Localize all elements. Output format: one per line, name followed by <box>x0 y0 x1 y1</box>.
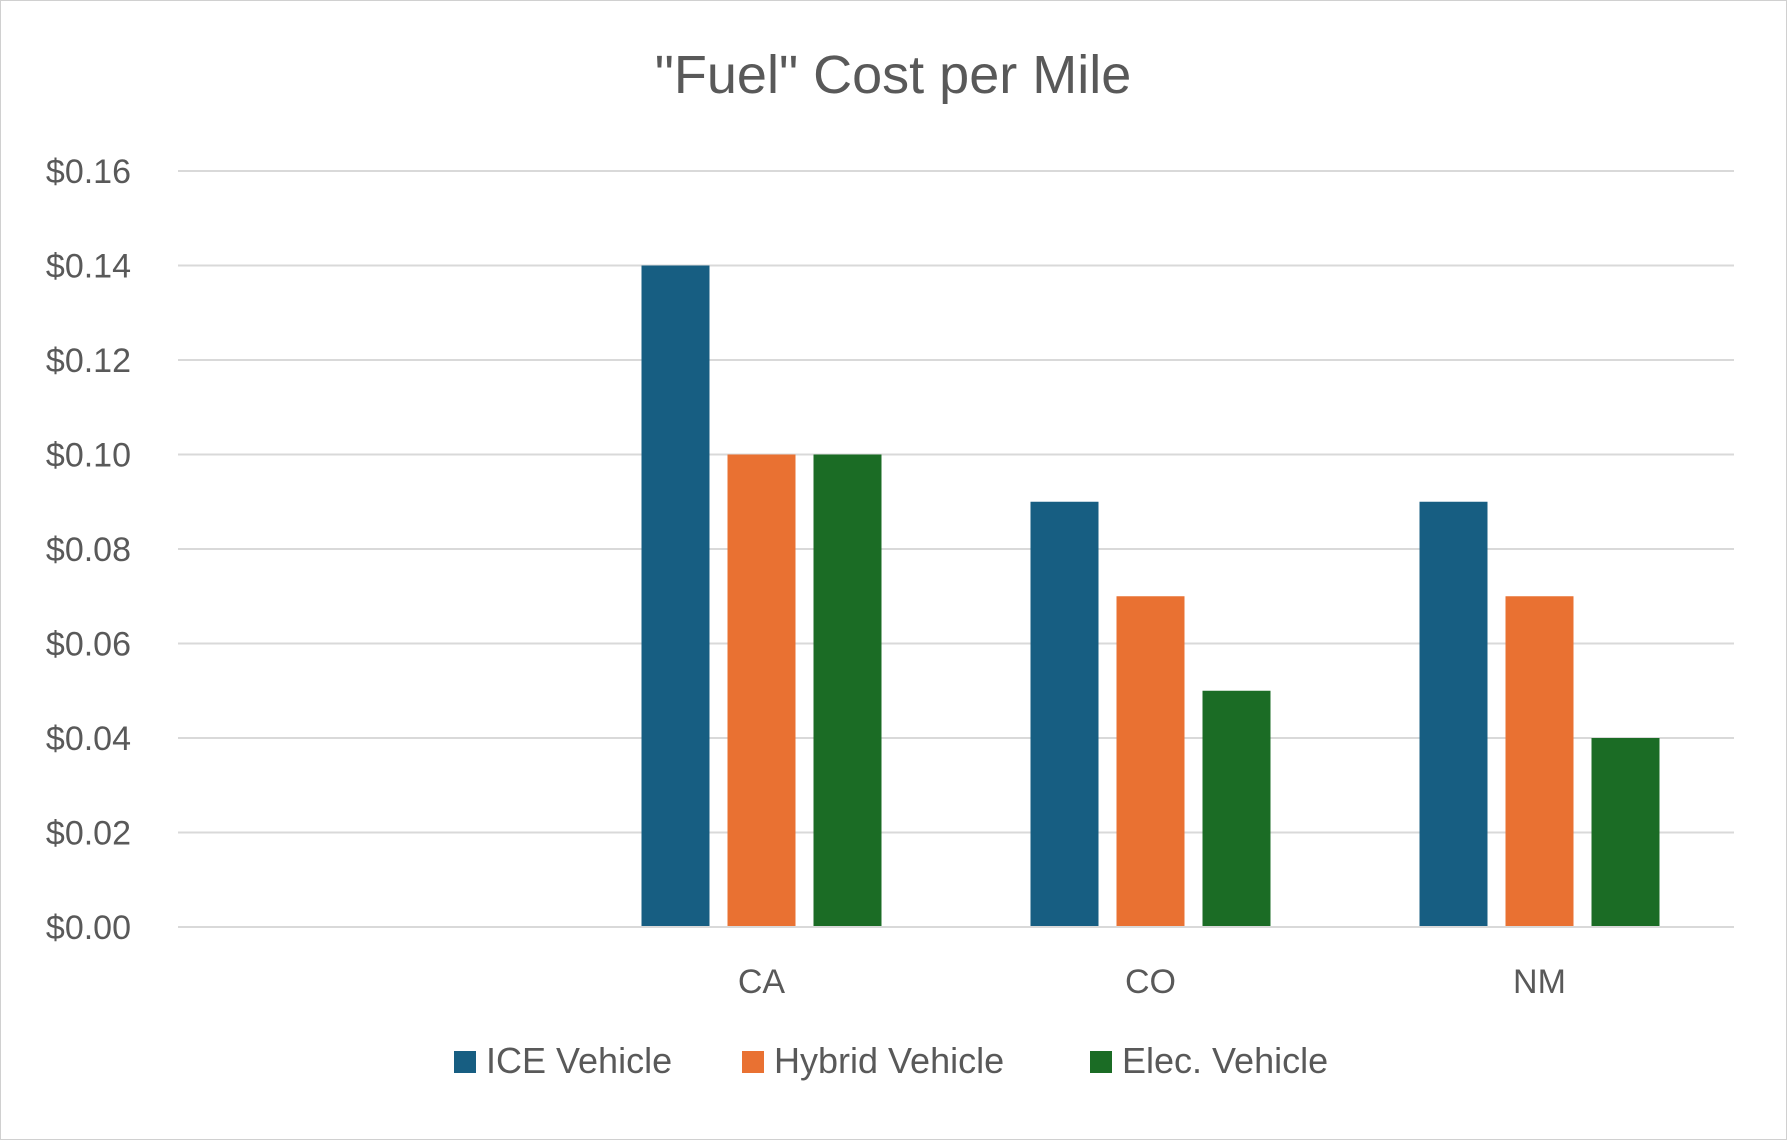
legend-swatch <box>454 1051 476 1073</box>
y-tick-label: $0.06 <box>46 626 131 664</box>
y-tick-label: $0.08 <box>46 531 131 569</box>
bar-hybrid-vehicle-nm <box>1505 596 1574 927</box>
bar-hybrid-vehicle-ca <box>727 454 796 927</box>
bar-ice-vehicle-ca <box>641 265 710 927</box>
legend: ICE Vehicle Hybrid Vehicle Elec. Vehicle <box>454 1040 1328 1081</box>
x-category-label: CA <box>738 963 786 1001</box>
y-tick-label: $0.04 <box>46 720 131 758</box>
bar-elec-vehicle-co <box>1202 690 1271 927</box>
bar-hybrid-vehicle-co <box>1116 596 1185 927</box>
legend-swatch <box>742 1051 764 1073</box>
legend-label: Elec. Vehicle <box>1122 1040 1328 1081</box>
y-tick-label: $0.16 <box>46 153 131 191</box>
x-axis-category-labels: CA CO NM <box>738 963 1566 1001</box>
y-tick-label: $0.12 <box>46 342 131 380</box>
chart-title: "Fuel" Cost per Mile <box>655 45 1131 105</box>
bar-elec-vehicle-nm <box>1591 738 1660 927</box>
bar-ice-vehicle-co <box>1030 501 1099 927</box>
legend-swatch <box>1090 1051 1112 1073</box>
y-tick-label: $0.00 <box>46 909 131 947</box>
y-tick-label: $0.14 <box>46 248 131 286</box>
y-axis-tick-labels: $0.00 $0.02 $0.04 $0.06 $0.08 $0.10 $0.12 $0.14… <box>46 153 131 947</box>
bar-ice-vehicle-nm <box>1419 501 1488 927</box>
x-category-label: CO <box>1125 963 1176 1001</box>
bar-elec-vehicle-ca <box>813 454 882 927</box>
legend-label: ICE Vehicle <box>486 1040 672 1081</box>
gridlines <box>178 170 1734 834</box>
legend-label: Hybrid Vehicle <box>774 1040 1004 1081</box>
y-tick-label: $0.02 <box>46 815 131 853</box>
bars <box>641 265 1660 927</box>
y-tick-label: $0.10 <box>46 437 131 475</box>
x-category-label: NM <box>1513 963 1566 1001</box>
